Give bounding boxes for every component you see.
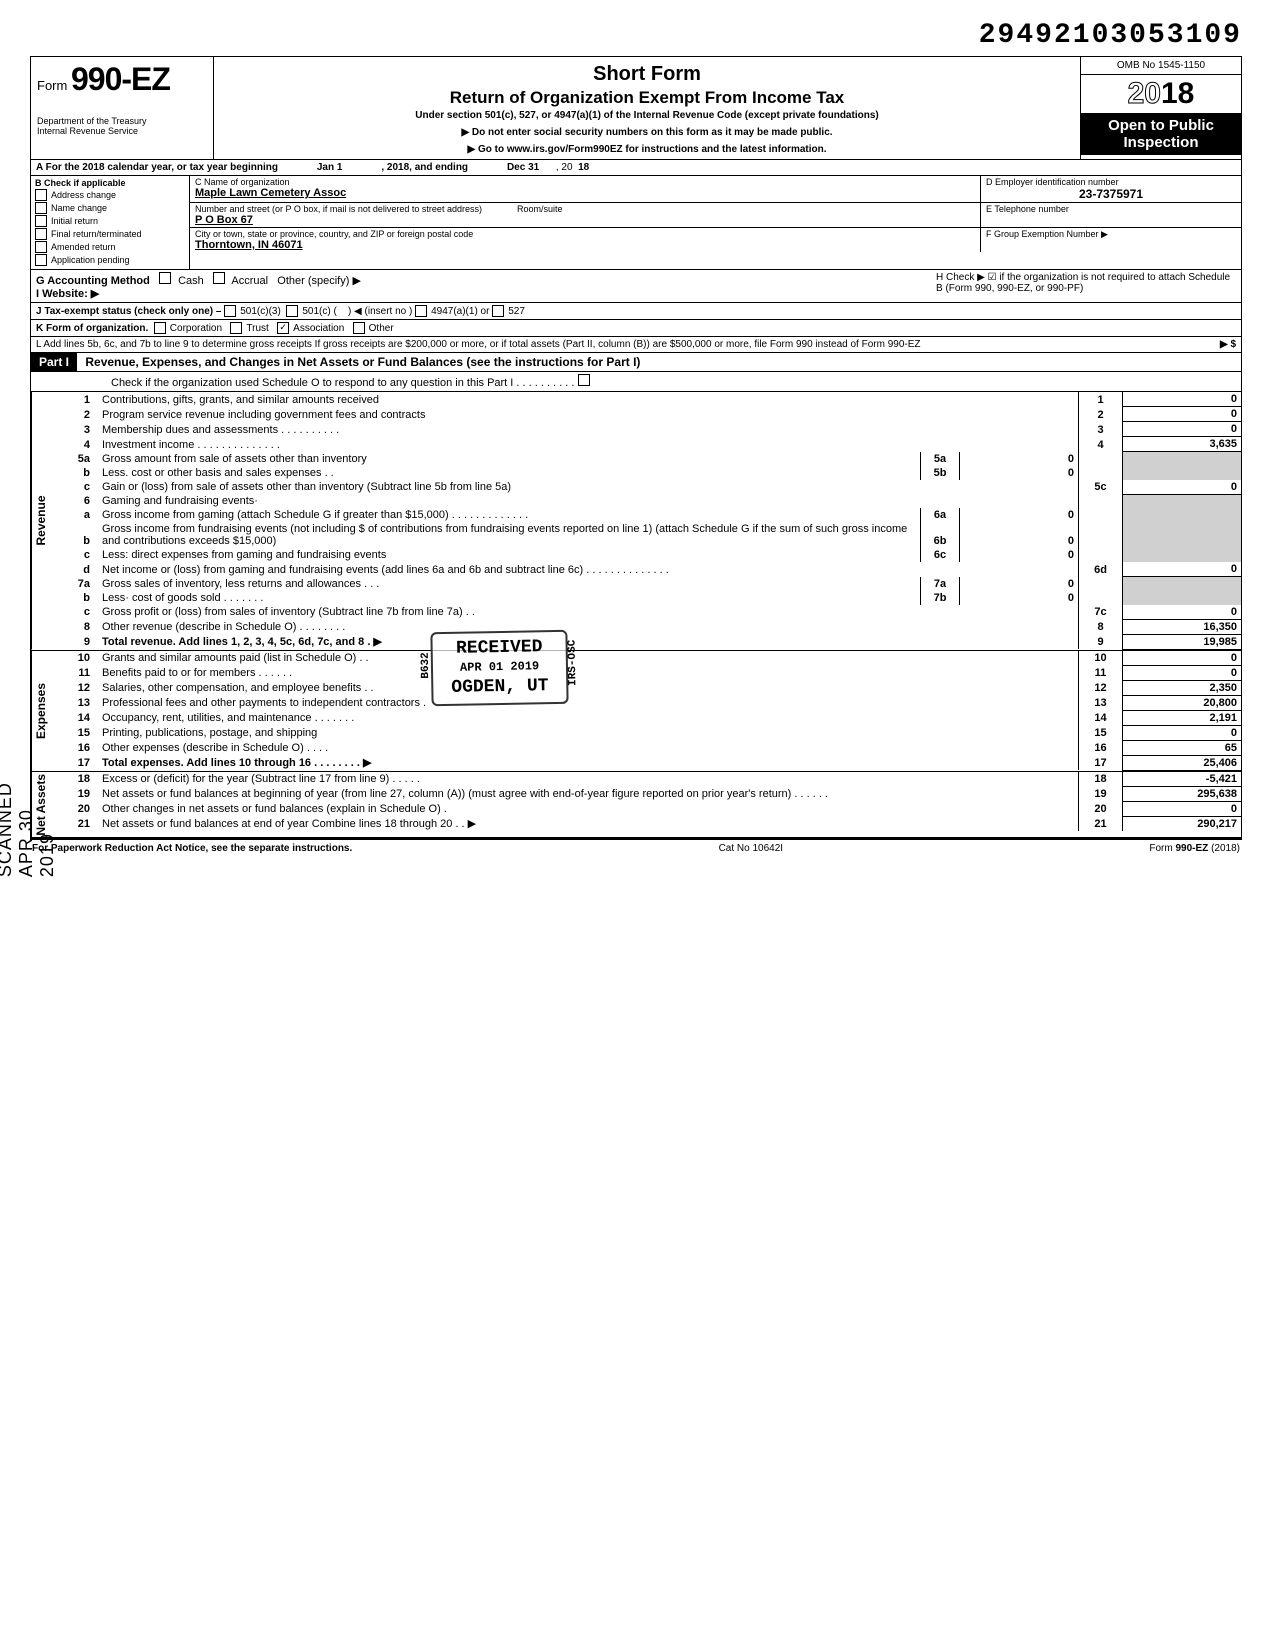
form-header: Form 990-EZ Department of the Treasury I… [31, 57, 1241, 160]
part1-label: Part I [31, 353, 77, 371]
omb-number: OMB No 1545-1150 [1081, 57, 1241, 75]
street-value: P O Box 67 [195, 214, 975, 226]
check-name-change[interactable] [35, 202, 47, 214]
revenue-label: Revenue [31, 392, 56, 650]
check-accrual[interactable] [213, 272, 225, 284]
row-j-tax-status: J Tax-exempt status (check only one) – 5… [31, 303, 1241, 320]
goto-url: ▶ Go to www.irs.gov/Form990EZ for instru… [224, 144, 1070, 155]
short-form-title: Short Form [224, 63, 1070, 86]
year-prefix: 20 [1128, 77, 1161, 110]
col-b-title: B Check if applicable [35, 178, 126, 188]
main-title: Return of Organization Exempt From Incom… [224, 88, 1070, 108]
dept-irs: Internal Revenue Service [37, 126, 207, 136]
check-trust[interactable] [230, 322, 242, 334]
check-527[interactable] [492, 305, 504, 317]
org-name: Maple Lawn Cemetery Assoc [195, 187, 975, 199]
check-application-pending[interactable] [35, 254, 47, 266]
under-section: Under section 501(c), 527, or 4947(a)(1)… [224, 110, 1070, 121]
ein-value: 23-7375971 [986, 187, 1236, 201]
check-501c[interactable] [286, 305, 298, 317]
footer-form-ref: Form 990-EZ (2018) [1149, 843, 1240, 854]
form-prefix: Form [37, 78, 67, 93]
group-exemption-label: F Group Exemption Number ▶ [986, 229, 1236, 240]
received-stamp: RECEIVED APR 01 2019 OGDEN, UT IRS-OSC B… [430, 629, 568, 706]
check-initial-return[interactable] [35, 215, 47, 227]
year-value: 18 [1161, 77, 1194, 110]
net-assets-table: 18Excess or (deficit) for the year (Subt… [56, 772, 1241, 832]
telephone-label: E Telephone number [986, 204, 1236, 214]
row-h-schedule-b: H Check ▶ ☑ if the organization is not r… [931, 270, 1241, 302]
city-label: City or town, state or province, country… [195, 229, 975, 239]
city-value: Thorntown, IN 46071 [195, 239, 975, 251]
part1-subline: Check if the organization used Schedule … [31, 372, 1241, 392]
form-number: 990-EZ [71, 61, 170, 97]
revenue-table: 1Contributions, gifts, grants, and simil… [56, 392, 1241, 650]
check-corporation[interactable] [154, 322, 166, 334]
part1-title: Revenue, Expenses, and Changes in Net As… [80, 353, 645, 371]
section-bcdef: B Check if applicable Address change Nam… [31, 176, 1241, 270]
row-k-form-org: K Form of organization. Corporation Trus… [31, 320, 1241, 337]
street-label: Number and street (or P O box, if mail i… [195, 204, 482, 214]
room-label: Room/suite [517, 204, 563, 214]
name-label: C Name of organization [195, 177, 975, 187]
net-assets-label: Net Assets [31, 772, 56, 838]
check-cash[interactable] [159, 272, 171, 284]
stamp-irs-osc: IRS-OSC [565, 639, 580, 685]
part1-header: Part I Revenue, Expenses, and Changes in… [31, 353, 1241, 372]
row-a-tax-year: A For the 2018 calendar year, or tax yea… [31, 160, 1241, 176]
footer-cat-no: Cat No 10642I [719, 843, 784, 854]
ein-label: D Employer identification number [986, 177, 1236, 187]
stamp-b632: B632 [419, 652, 434, 679]
row-g-accounting: G Accounting Method Cash Accrual Other (… [31, 270, 931, 302]
row-i-website: I Website: ▶ [36, 288, 99, 300]
check-4947[interactable] [415, 305, 427, 317]
page-footer: For Paperwork Reduction Act Notice, see … [30, 840, 1242, 857]
expenses-table: 10Grants and similar amounts paid (list … [56, 651, 1241, 771]
check-other-org[interactable] [353, 322, 365, 334]
footer-paperwork: For Paperwork Reduction Act Notice, see … [32, 843, 352, 854]
check-final-return[interactable] [35, 228, 47, 240]
check-association[interactable]: ✓ [277, 322, 289, 334]
check-address-change[interactable] [35, 189, 47, 201]
check-amended-return[interactable] [35, 241, 47, 253]
dln-number: 29492103053109 [30, 20, 1242, 51]
expenses-label: Expenses [31, 651, 56, 771]
check-501c3[interactable] [224, 305, 236, 317]
col-b-checkboxes: B Check if applicable Address change Nam… [31, 176, 190, 269]
check-schedule-o[interactable] [578, 374, 590, 386]
row-l-gross-receipts: L Add lines 5b, 6c, and 7b to line 9 to … [31, 337, 1241, 353]
ssn-notice: ▶ Do not enter social security numbers o… [224, 127, 1070, 138]
dept-treasury: Department of the Treasury [37, 116, 207, 126]
open-to-public: Open to Public Inspection [1081, 114, 1241, 155]
form-990ez: Form 990-EZ Department of the Treasury I… [30, 56, 1242, 840]
